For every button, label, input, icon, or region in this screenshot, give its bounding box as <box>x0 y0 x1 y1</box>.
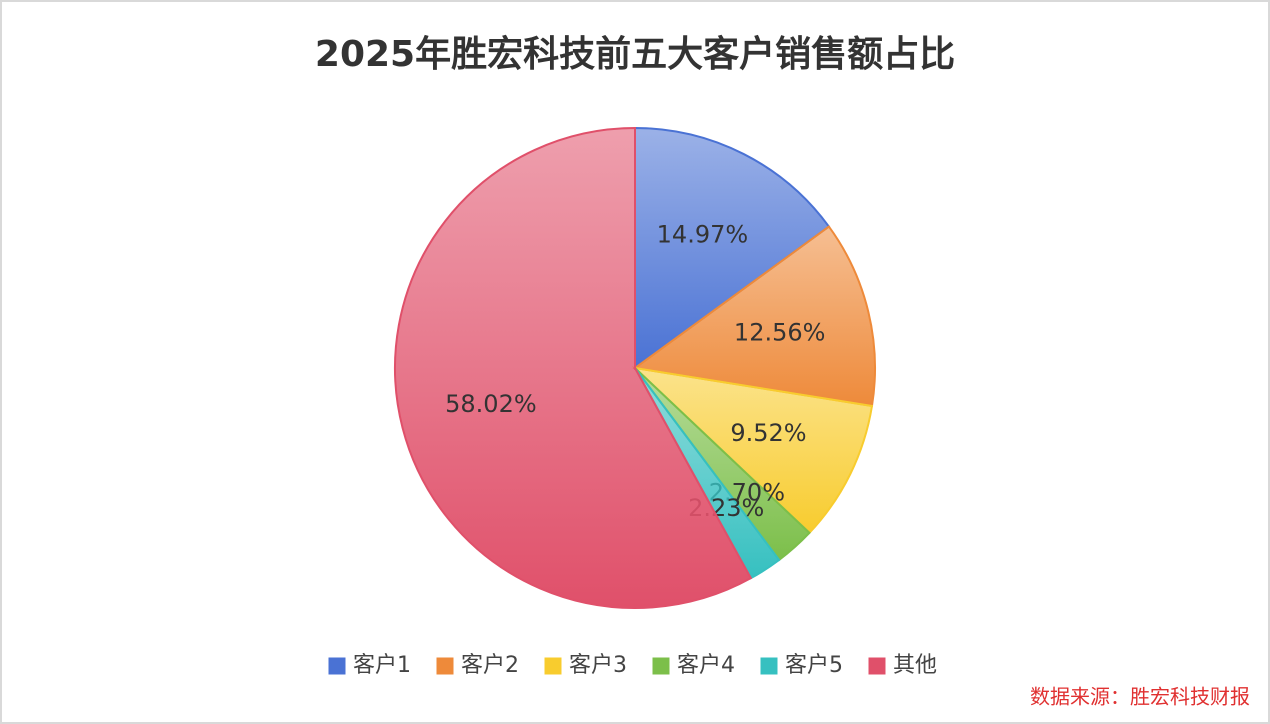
pie-slice <box>634 126 831 370</box>
legend-swatch <box>544 657 562 675</box>
chart-title: 2025年胜宏科技前五大客户销售额占比 <box>315 34 955 75</box>
legend-swatch <box>436 657 454 675</box>
legend-label: 客户5 <box>785 653 843 678</box>
pie-slice <box>631 366 874 535</box>
data-label: 9.52% <box>730 419 806 447</box>
legend-label: 客户4 <box>677 653 735 678</box>
data-label: 58.02% <box>445 390 537 418</box>
legend-label: 客户3 <box>569 653 627 678</box>
pie-slice <box>394 126 753 609</box>
source-note: 数据来源：胜宏科技财报 <box>1030 685 1250 709</box>
legend-label: 其他 <box>893 653 937 678</box>
pie-slice <box>632 225 876 408</box>
data-label: 14.97% <box>657 220 749 248</box>
data-label: 12.56% <box>734 318 826 346</box>
legend-label: 客户1 <box>353 653 411 678</box>
legend-label: 客户2 <box>461 653 519 678</box>
legend-swatch <box>760 657 778 675</box>
legend-swatch <box>328 657 346 675</box>
legend-swatch <box>652 657 670 675</box>
legend-swatch <box>868 657 886 675</box>
